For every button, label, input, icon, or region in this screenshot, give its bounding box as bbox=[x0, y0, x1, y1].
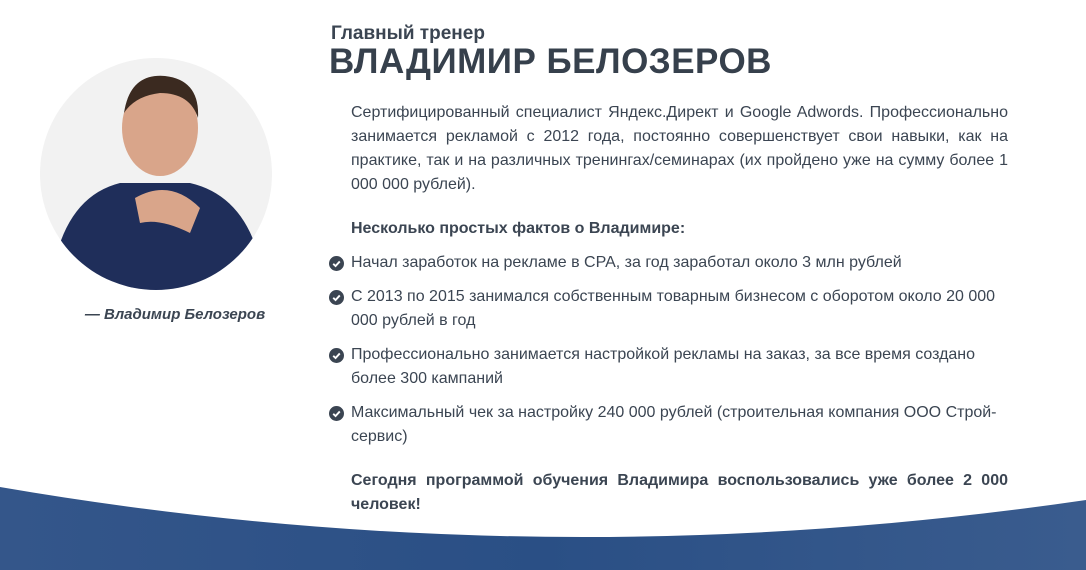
check-circle-icon bbox=[329, 406, 344, 421]
summary-text: Сегодня программой обучения Владимира во… bbox=[351, 472, 1008, 513]
list-item: С 2013 по 2015 занимался собственным тов… bbox=[329, 285, 1008, 333]
photo-caption: — Владимир Белозеров bbox=[84, 306, 266, 323]
trainer-name: ВЛАДИМИР БЕЛОЗЕРОВ bbox=[329, 42, 772, 81]
facts-list: Начал заработок на рекламе в CPA, за год… bbox=[329, 251, 1008, 449]
check-circle-icon bbox=[329, 256, 344, 271]
list-item: Профессионально занимается настройкой ре… bbox=[329, 343, 1008, 391]
facts-heading: Несколько простых фактов о Владимире: bbox=[351, 220, 686, 237]
check-circle-icon bbox=[329, 290, 344, 305]
list-item: Максимальный чек за настройку 240 000 ру… bbox=[329, 401, 1008, 449]
fact-text: Профессионально занимается настройкой ре… bbox=[351, 346, 976, 387]
fact-text: Максимальный чек за настройку 240 000 ру… bbox=[351, 404, 997, 445]
fact-text: Начал заработок на рекламе в CPA, за год… bbox=[351, 254, 902, 271]
list-item: Начал заработок на рекламе в CPA, за год… bbox=[329, 251, 1008, 275]
check-circle-icon bbox=[329, 348, 344, 363]
fact-text: С 2013 по 2015 занимался собственным тов… bbox=[351, 288, 996, 329]
bio-text: Сертифицированный специалист Яндекс.Дире… bbox=[351, 104, 1008, 193]
bio-content: Сертифицированный специалист Яндекс.Дире… bbox=[329, 101, 1008, 517]
trainer-photo bbox=[40, 58, 272, 290]
role-subtitle: Главный тренер bbox=[331, 23, 485, 44]
